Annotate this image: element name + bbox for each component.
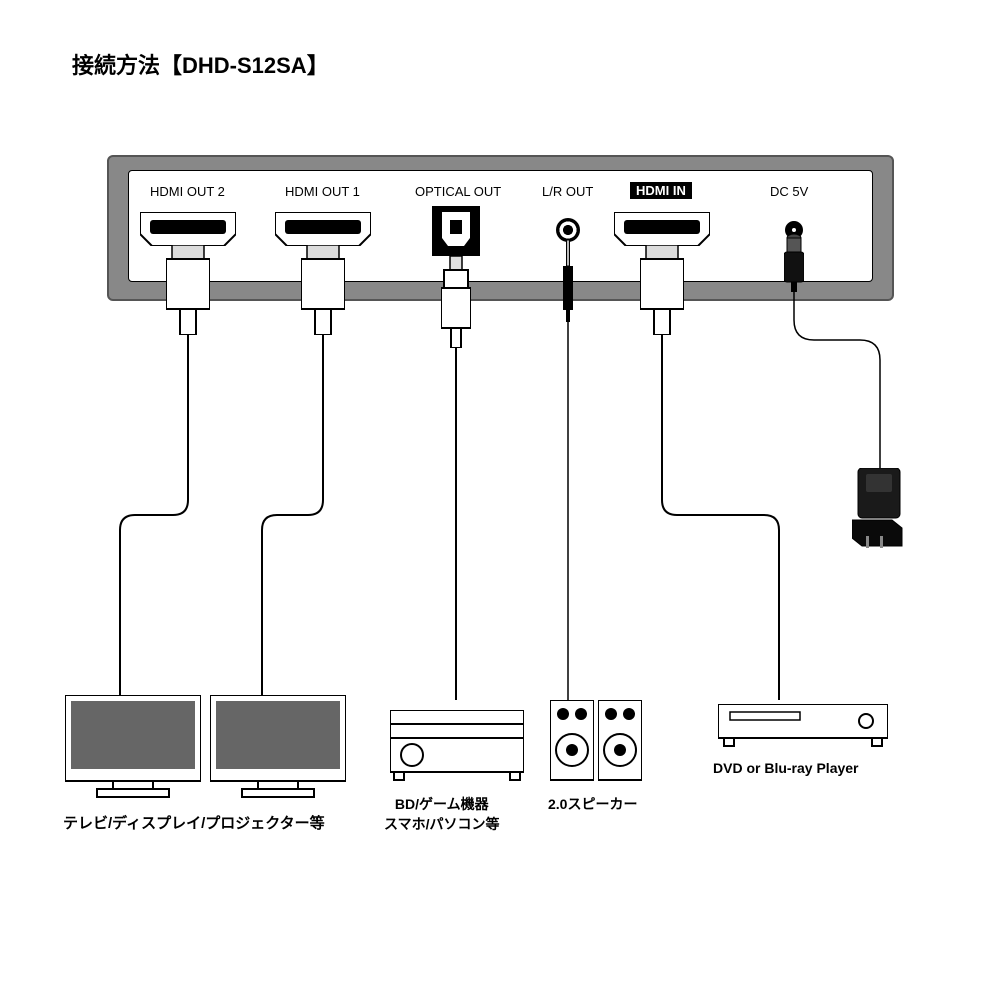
plug-audio xyxy=(563,240,573,327)
plug-hdmi-out-1 xyxy=(301,245,345,340)
caption-tvs: テレビ/ディスプレイ/プロジェクター等 xyxy=(63,812,325,833)
plug-hdmi-in xyxy=(640,245,684,340)
power-adapter-icon xyxy=(852,468,912,553)
caption-speakers: 2.0スピーカー xyxy=(548,794,637,814)
caption-bd: BD/ゲーム機器 スマホ/パソコン等 xyxy=(384,794,499,834)
tv-icon-1 xyxy=(65,695,201,806)
tv-icon-2 xyxy=(210,695,346,806)
caption-dvd: DVD or Blu-ray Player xyxy=(713,760,859,776)
plug-dc xyxy=(784,234,804,297)
caption-bd-line2: スマホ/パソコン等 xyxy=(384,816,499,832)
speaker-icon-left xyxy=(550,700,594,787)
dvd-player-icon xyxy=(718,704,888,753)
caption-bd-line1: BD/ゲーム機器 xyxy=(395,796,489,812)
plug-optical xyxy=(441,256,471,353)
speaker-icon-right xyxy=(598,700,642,787)
plug-hdmi-out-2 xyxy=(166,245,210,340)
bd-player-icon xyxy=(390,710,524,787)
cable-wires xyxy=(0,0,1000,1000)
